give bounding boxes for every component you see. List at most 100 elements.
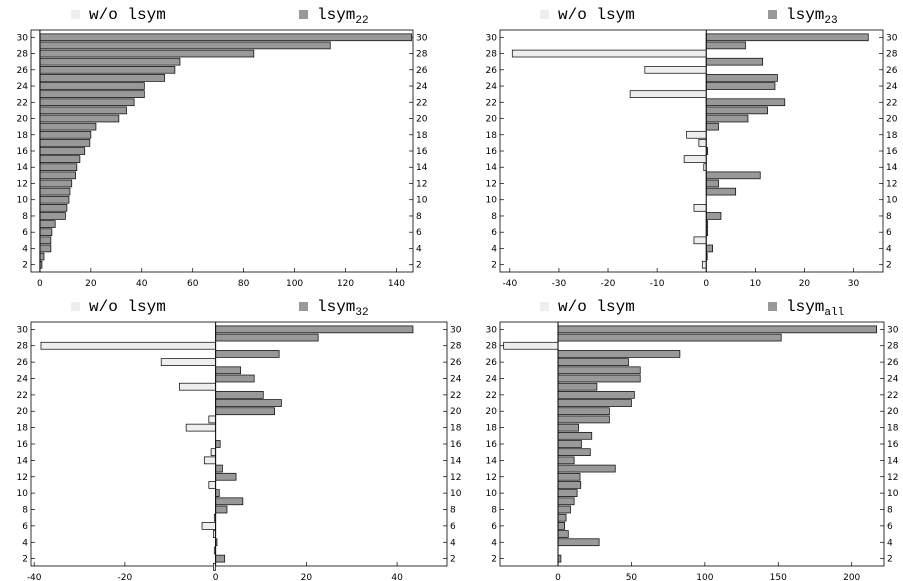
y-tick-label: 4 [416, 244, 422, 254]
bar [557, 366, 641, 375]
y-tick-label: 26 [17, 358, 29, 368]
x-tick-label: -30 [552, 279, 567, 289]
legend-label: w/o lsym [89, 6, 166, 24]
bar [557, 350, 681, 358]
bar [557, 481, 582, 489]
y-tick-label: 4 [491, 538, 497, 548]
y-tick-label: 14 [450, 456, 462, 466]
bar [557, 325, 878, 334]
y-tick-label: 12 [17, 179, 28, 189]
y-tick-label: 12 [450, 473, 461, 483]
bar [39, 139, 91, 147]
bar [557, 464, 616, 473]
y-tick-label: 18 [17, 424, 29, 434]
y-tick-label: 2 [886, 261, 892, 271]
x-tick-label: -20 [118, 573, 133, 581]
y-tick-label: 30 [416, 33, 428, 43]
legend-swatch [540, 302, 549, 311]
y-tick-label: 30 [887, 325, 899, 335]
bar [705, 244, 713, 253]
bar [178, 382, 216, 391]
bar [215, 366, 241, 375]
y-tick-label: 28 [416, 50, 428, 60]
y-tick-label: 16 [17, 440, 29, 450]
y-tick-label: 8 [450, 506, 456, 516]
y-tick-label: 2 [491, 555, 497, 565]
bar [39, 195, 70, 204]
y-tick-label: 20 [17, 407, 29, 417]
y-tick-label: 26 [886, 66, 898, 76]
bar [215, 464, 223, 473]
x-tick-label: 0 [37, 279, 43, 289]
y-tick-label: 28 [486, 342, 498, 352]
x-tick-label: -20 [601, 279, 616, 289]
y-tick-label: 30 [17, 325, 29, 335]
bar [215, 440, 221, 448]
bar [557, 456, 575, 465]
legend-swatch [299, 302, 308, 311]
legend-swatch [71, 10, 80, 19]
bar [557, 513, 567, 522]
y-tick-label: 10 [486, 489, 498, 499]
y-tick-label: 24 [886, 82, 898, 92]
y-tick-label: 6 [886, 228, 892, 238]
y-tick-label: 20 [416, 115, 428, 125]
bar [39, 82, 145, 90]
y-tick-label: 8 [22, 212, 28, 222]
bar [557, 391, 635, 399]
y-tick-label: 22 [486, 391, 497, 401]
y-tick-label: 6 [450, 522, 456, 532]
y-tick-label: 2 [887, 555, 893, 565]
y-tick-label: 16 [416, 147, 428, 157]
legend-label: lsymall [786, 298, 844, 319]
bar [208, 415, 216, 424]
bar [39, 106, 127, 115]
y-tick-label: 4 [22, 244, 28, 254]
y-tick-label: 6 [22, 522, 28, 532]
y-tick-label: 24 [17, 82, 29, 92]
bar [215, 399, 282, 407]
x-tick-label: 150 [770, 573, 787, 581]
legend-name: lsym [786, 298, 824, 316]
x-tick-label: 0 [213, 573, 219, 581]
legend-name: w/o lsym [89, 6, 166, 24]
bar [39, 122, 97, 131]
y-tick-label: 24 [486, 374, 498, 384]
bar [215, 374, 255, 383]
y-tick-label: 8 [491, 506, 497, 516]
y-tick-label: 14 [416, 163, 428, 173]
x-tick-label: 50 [626, 573, 638, 581]
y-tick-label: 24 [887, 374, 899, 384]
x-tick-label: 20 [799, 279, 811, 289]
y-tick-label: 10 [17, 489, 29, 499]
legend-swatch [299, 10, 308, 19]
bar [39, 163, 78, 172]
bar [683, 155, 707, 163]
bar [39, 244, 52, 253]
legend-label: lsym23 [786, 6, 838, 27]
y-tick-label: 20 [887, 407, 899, 417]
bar [213, 562, 216, 571]
y-tick-label: 12 [17, 473, 28, 483]
legend-label: w/o lsym [558, 298, 635, 316]
x-tick-label: 200 [843, 573, 860, 581]
y-tick-label: 8 [886, 212, 892, 222]
y-tick-label: 20 [450, 407, 462, 417]
bar [705, 171, 761, 180]
legend-name: lsym [317, 6, 355, 24]
y-tick-label: 28 [486, 50, 498, 60]
y-tick-label: 16 [450, 440, 462, 450]
bar [40, 341, 216, 350]
bar [705, 179, 719, 188]
y-tick-label: 10 [416, 196, 428, 206]
y-tick-label: 30 [486, 325, 498, 335]
y-tick-label: 8 [22, 506, 28, 516]
legend-name: lsym [786, 6, 824, 24]
y-tick-label: 8 [491, 212, 497, 222]
bar [557, 530, 569, 538]
bar [557, 448, 591, 457]
x-tick-label: 30 [848, 279, 860, 289]
